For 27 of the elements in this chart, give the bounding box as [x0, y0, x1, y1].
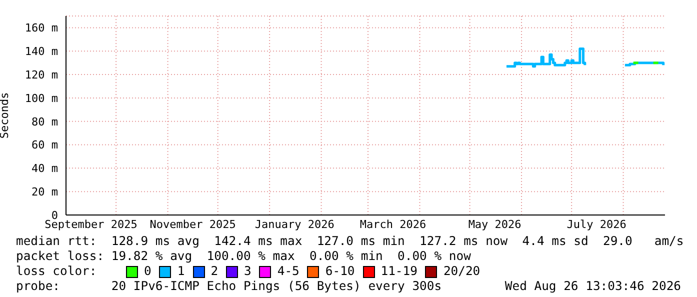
x-tick-label: July 2026: [566, 218, 626, 231]
x-tick-label: March 2026: [360, 218, 426, 231]
legend-label: 2: [210, 264, 218, 279]
y-tick-label: 20 m: [32, 185, 58, 198]
y-tick-label: 120 m: [24, 68, 58, 82]
text: Wed Aug 26 13:03:46 2026: [504, 279, 681, 294]
y-tick-label: 80 m: [32, 115, 58, 128]
y-tick-label: 140 m: [24, 45, 58, 58]
legend-label: 4-5: [277, 264, 300, 279]
legend-label: 3: [244, 264, 252, 279]
text: packet loss: 19.82 % avg 100.00 % max 0.00 % min 0.00 % now: [16, 249, 472, 264]
legend-title: loss color:: [16, 264, 98, 279]
y-tick-label: 40 m: [32, 162, 58, 176]
y-axis-title: Seconds: [0, 92, 11, 139]
y-tick-label: 60 m: [32, 138, 58, 152]
x-tick-label: November 2025: [150, 218, 236, 231]
legend-label: 0: [144, 264, 152, 279]
x-tick-label: May 2026: [468, 218, 522, 231]
y-tick-label: 100 m: [24, 92, 58, 105]
text: median rtt: 128.9 ms avg 142.4 ms max 127.0 ms min 127.2 ms now 4.4 ms sd 29.0 am/s: [16, 234, 684, 249]
legend-label: 11-19: [380, 264, 418, 279]
legend-label: 1: [177, 264, 185, 279]
legend-label: 20/20: [443, 264, 480, 279]
legend-label: 6-10: [325, 264, 355, 279]
y-tick-label: 160 m: [24, 22, 58, 35]
text: probe: 20 IPv6-ICMP Echo Pings (56 Bytes) every 300s: [16, 279, 442, 294]
x-tick-label: January 2026: [254, 218, 334, 231]
